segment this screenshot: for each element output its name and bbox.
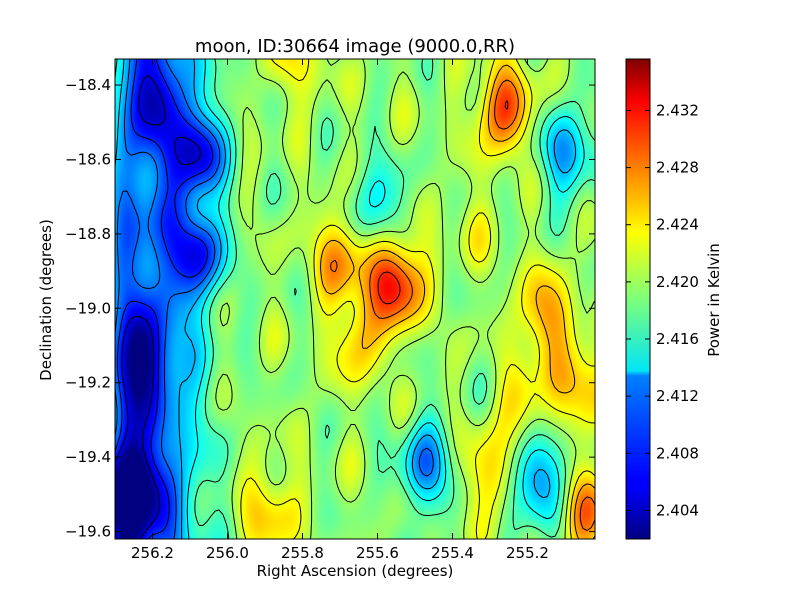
colorbar-ticks: 2.404 2.408 2.412 2.416 2.420 2.424 2.428 2.432 bbox=[626, 101, 699, 519]
colorbar-tick-label: 2.412 bbox=[656, 387, 699, 405]
y-tick-label: −18.4 bbox=[65, 76, 111, 94]
x-tick-label: 256.0 bbox=[206, 544, 249, 562]
contour-line bbox=[114, 58, 585, 540]
colorbar-label: Power in Kelvin bbox=[705, 243, 723, 357]
colorbar-gradient bbox=[625, 58, 651, 540]
x-axis-label: Right Ascension (degrees) bbox=[257, 562, 454, 580]
contour-line bbox=[215, 58, 596, 540]
colorbar-tick-label: 2.408 bbox=[656, 444, 699, 462]
heatmap-image bbox=[115, 59, 595, 539]
contour-line bbox=[114, 58, 577, 539]
contour-lines bbox=[114, 58, 596, 540]
y-tick-label: −19.6 bbox=[65, 523, 111, 541]
y-tick-label: −19.2 bbox=[65, 374, 111, 392]
plot-frame bbox=[114, 58, 596, 540]
colorbar-tick-label: 2.420 bbox=[656, 273, 699, 291]
chart-title: moon, ID:30664 image (9000.0,RR) bbox=[195, 36, 515, 57]
colorbar: 2.404 2.408 2.412 2.416 2.420 2.424 2.428 2.432… bbox=[625, 58, 723, 540]
contour-line bbox=[330, 79, 596, 531]
y-axis-ticks: −18.4 −18.6 −18.8 −19.0 −19.2 −19.4 −19.6 bbox=[65, 76, 595, 541]
y-tick-label: −18.6 bbox=[65, 150, 111, 168]
x-tick-label: 255.2 bbox=[506, 544, 549, 562]
colorbar-tick-label: 2.432 bbox=[656, 101, 699, 119]
y-axis-label: Declination (degrees) bbox=[37, 219, 55, 381]
plot-area bbox=[114, 58, 596, 540]
x-axis-ticks: 256.2 256.0 255.8 255.6 255.4 255.2 bbox=[131, 59, 549, 562]
colorbar-tick-label: 2.416 bbox=[656, 330, 699, 348]
colorbar-tick-label: 2.404 bbox=[656, 501, 699, 519]
colorbar-tick-label: 2.428 bbox=[656, 159, 699, 177]
x-tick-label: 255.6 bbox=[356, 544, 399, 562]
x-tick-label: 255.8 bbox=[281, 544, 324, 562]
contour-line bbox=[114, 58, 434, 540]
contour-line bbox=[114, 75, 202, 540]
contour-line bbox=[320, 64, 596, 540]
y-tick-label: −19.4 bbox=[65, 448, 111, 466]
x-tick-label: 255.4 bbox=[431, 544, 474, 562]
contour-line bbox=[377, 100, 509, 305]
y-tick-label: −18.8 bbox=[65, 225, 111, 243]
y-tick-label: −19.0 bbox=[65, 299, 111, 317]
contour-line bbox=[240, 58, 596, 540]
x-tick-label: 256.2 bbox=[131, 544, 174, 562]
colorbar-tick-label: 2.424 bbox=[656, 216, 699, 234]
